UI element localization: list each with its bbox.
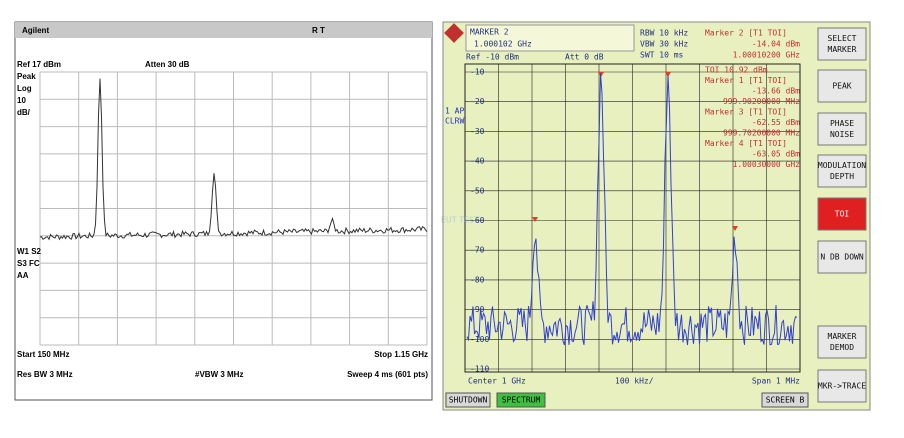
readout-line: -62.55 dBm xyxy=(752,118,800,127)
sweep: Sweep 4 ms (601 pts) xyxy=(347,370,428,379)
marker-freq: 1.000102 GHz xyxy=(474,40,532,49)
logo xyxy=(444,23,464,43)
watermark: EUT TEST xyxy=(441,216,479,225)
readout-line: Marker 3 [T1 TOI] xyxy=(705,108,787,117)
readout-line: 1.00030000 GHz xyxy=(733,160,801,169)
softkey-label[interactable]: DEMOD xyxy=(830,343,854,352)
marker-flag xyxy=(732,226,738,231)
y-label: -100 xyxy=(470,335,489,344)
trace-mode: 1 AP xyxy=(445,107,464,116)
softkey-label[interactable]: MKR->TRACE xyxy=(818,382,866,391)
div: 100 kHz/ xyxy=(615,377,654,386)
readout-line: 999.70200000 MHz xyxy=(723,129,800,138)
side-label: W1 S2 xyxy=(17,247,42,256)
softkey[interactable] xyxy=(817,154,867,188)
softkey[interactable] xyxy=(817,197,867,231)
swt: SWT 10 ms xyxy=(640,51,684,60)
right-trace xyxy=(466,73,798,346)
marker-flag xyxy=(665,72,671,77)
y-label: -60 xyxy=(470,216,485,225)
softkey[interactable] xyxy=(817,240,867,274)
span: Span 1 MHz xyxy=(752,377,800,386)
start: Start 150 MHz xyxy=(17,350,69,359)
side-label: AA xyxy=(17,271,29,280)
left-trace xyxy=(39,78,428,241)
side-label: Peak xyxy=(17,72,36,81)
vbw: #VBW 3 MHz xyxy=(195,370,243,379)
side-label: 10 xyxy=(17,96,26,105)
softkey-label[interactable]: TOI xyxy=(835,210,850,219)
right-grid: -10 -20 -30 -40 -50 -60 -70 -80 -90 -100 -110 xyxy=(464,64,801,374)
y-label: -110 xyxy=(470,365,489,374)
softkey-label[interactable]: N DB DOWN xyxy=(820,253,864,262)
rbw: Res BW 3 MHz xyxy=(17,370,73,379)
ref: Ref 17 dBm xyxy=(17,60,61,69)
button[interactable] xyxy=(496,392,546,408)
softkey-label[interactable]: SELECT xyxy=(828,34,857,43)
status: R T xyxy=(312,26,325,35)
y-label: -40 xyxy=(470,157,485,166)
softkey[interactable] xyxy=(817,112,867,146)
y-label: -80 xyxy=(470,275,485,284)
att: Att 0 dB xyxy=(565,53,604,62)
left-frame xyxy=(14,21,433,401)
button-label[interactable]: SCREEN B xyxy=(766,396,805,405)
rbw: RBW 10 kHz xyxy=(640,29,688,38)
softkey[interactable] xyxy=(817,369,867,403)
button[interactable] xyxy=(761,392,809,408)
bottom-buttons: SHUTDOWN SPECTRUM SCREEN B xyxy=(445,392,809,408)
marker-flag xyxy=(532,217,538,222)
readout-line: Marker 1 [T1 TOI] xyxy=(705,76,787,85)
softkey-label[interactable]: MARKER xyxy=(828,332,857,341)
softkey-label[interactable]: DEPTH xyxy=(830,172,854,181)
readout-line: -63.05 dBm xyxy=(752,150,800,159)
button-label[interactable]: SPECTRUM xyxy=(502,396,541,405)
side-label: dB/ xyxy=(17,108,31,117)
left-header xyxy=(15,22,432,38)
y-label: -70 xyxy=(470,246,485,255)
readout-line: 999.90200000 MHz xyxy=(723,97,800,106)
readout-line: 1.00010200 GHz xyxy=(733,51,801,60)
left-screen: Agilent R T Ref 17 dBm Atten 30 dB Start… xyxy=(14,21,433,401)
readout-line: TOI 10.92 dBm xyxy=(705,66,768,75)
stop: Stop 1.15 GHz xyxy=(374,350,428,359)
side-label: S3 FC xyxy=(17,259,40,268)
softkey[interactable] xyxy=(817,325,867,359)
trace-mode: CLRWR xyxy=(445,117,469,126)
y-label: -20 xyxy=(470,97,485,106)
softkey[interactable] xyxy=(817,69,867,103)
y-label: -90 xyxy=(470,305,485,314)
softkey-label[interactable]: NOISE xyxy=(830,130,854,139)
atten: Atten 30 dB xyxy=(145,60,190,69)
y-label: -50 xyxy=(470,186,485,195)
readout-line: Marker 4 [T1 TOI] xyxy=(705,139,787,148)
marker-readout: Marker 2 [T1 TOI] -14.04 dBm 1.00010200 GH… xyxy=(705,29,800,170)
ref: Ref -10 dBm xyxy=(466,53,519,62)
softkey-label[interactable]: MARKER xyxy=(828,45,857,54)
y-label: -10 xyxy=(470,68,485,77)
softkeys: SELECT MARKER PEAK PHASE NOISE MODULATION DEPT… xyxy=(817,27,867,403)
softkey-label[interactable]: MODULATION xyxy=(818,161,866,170)
brand: Agilent xyxy=(22,26,49,35)
marker-box xyxy=(465,24,635,52)
readout-line: -13.66 dBm xyxy=(752,87,800,96)
readout-line: Marker 2 [T1 TOI] xyxy=(705,29,787,38)
y-label: -30 xyxy=(470,127,485,136)
marker-title: MARKER 2 xyxy=(470,28,509,37)
button[interactable] xyxy=(445,392,491,408)
center: Center 1 GHz xyxy=(468,377,526,386)
right-screen: MARKER 2 1.000102 GHz Ref -10 dBm Att 0 … xyxy=(442,21,871,411)
softkey[interactable] xyxy=(817,27,867,61)
button-label[interactable]: SHUTDOWN xyxy=(449,396,488,405)
readout-line: -14.04 dBm xyxy=(752,40,800,49)
side-label: Log xyxy=(17,84,32,93)
softkey-label[interactable]: PEAK xyxy=(832,82,851,91)
vbw: VBW 30 kHz xyxy=(640,40,688,49)
softkey-label[interactable]: PHASE xyxy=(830,119,854,128)
